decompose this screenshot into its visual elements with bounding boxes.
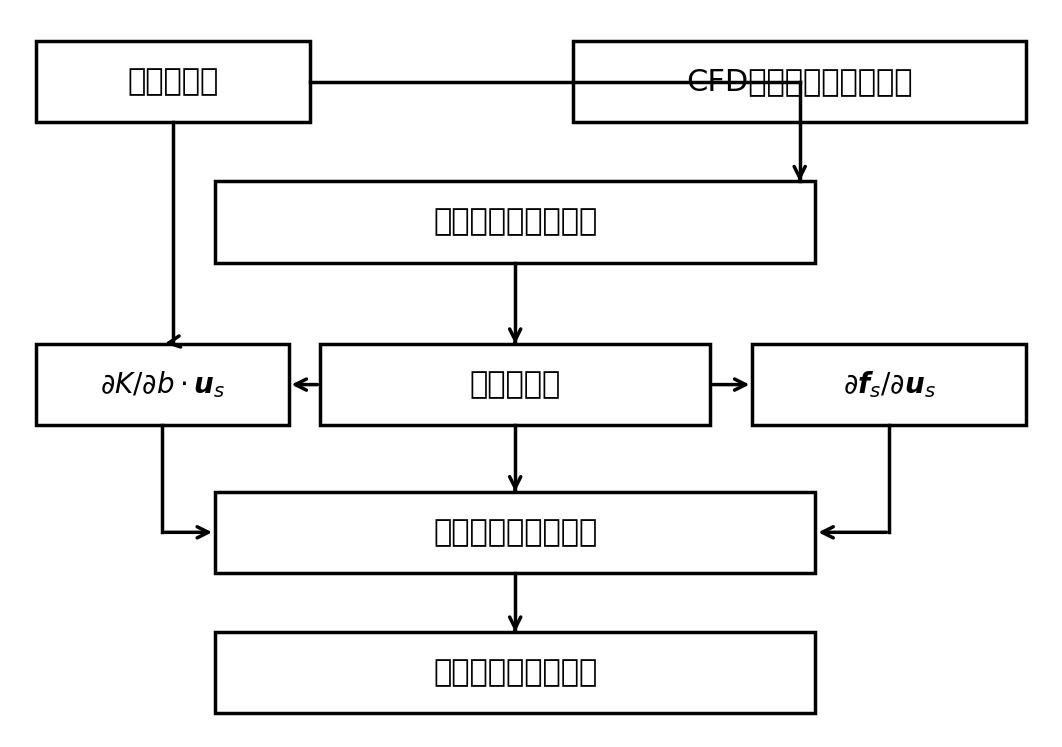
Bar [573,41,1026,123]
Text: CFD数据修正的面元模型: CFD数据修正的面元模型 [686,67,913,96]
Text: 数据传递矩阵的计算: 数据传递矩阵的计算 [433,208,597,237]
Bar [36,344,289,425]
Text: 升力效率的设计敏度: 升力效率的设计敏度 [433,658,597,687]
Bar [36,41,310,123]
Bar [321,344,710,425]
Bar [215,492,816,573]
Bar [752,344,1026,425]
Bar [215,632,816,713]
Text: 气动载荷的设计敏度: 气动载荷的设计敏度 [433,518,597,547]
Text: 静气弹计算: 静气弹计算 [469,370,561,399]
Text: $\partial K / \partial b \cdot \boldsymbol{u}_s$: $\partial K / \partial b \cdot \boldsymb… [100,369,225,400]
Text: $\partial \boldsymbol{f}_s / \partial \boldsymbol{u}_s$: $\partial \boldsymbol{f}_s / \partial \b… [842,369,936,400]
Bar [215,182,816,263]
Text: 有限元模型: 有限元模型 [127,67,219,96]
